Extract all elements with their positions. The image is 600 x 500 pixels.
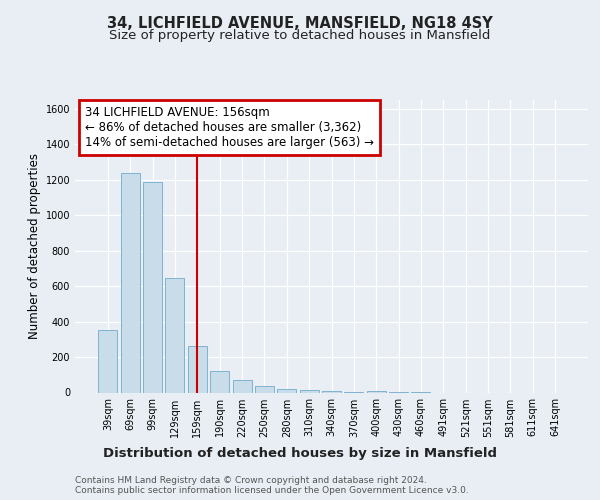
Text: 34, LICHFIELD AVENUE, MANSFIELD, NG18 4SY: 34, LICHFIELD AVENUE, MANSFIELD, NG18 4S…	[107, 16, 493, 31]
Text: Contains public sector information licensed under the Open Government Licence v3: Contains public sector information licen…	[75, 486, 469, 495]
Text: 34 LICHFIELD AVENUE: 156sqm
← 86% of detached houses are smaller (3,362)
14% of : 34 LICHFIELD AVENUE: 156sqm ← 86% of det…	[85, 106, 374, 149]
Bar	[233, 380, 251, 392]
Text: Size of property relative to detached houses in Mansfield: Size of property relative to detached ho…	[109, 28, 491, 42]
Bar	[322, 391, 341, 392]
Bar	[121, 172, 140, 392]
Bar	[166, 278, 184, 392]
Bar	[98, 330, 118, 392]
Bar	[367, 390, 386, 392]
Text: Contains HM Land Registry data © Crown copyright and database right 2024.: Contains HM Land Registry data © Crown c…	[75, 476, 427, 485]
Bar	[188, 346, 207, 393]
Bar	[299, 390, 319, 392]
Text: Distribution of detached houses by size in Mansfield: Distribution of detached houses by size …	[103, 448, 497, 460]
Bar	[210, 371, 229, 392]
Bar	[255, 386, 274, 392]
Bar	[143, 182, 162, 392]
Y-axis label: Number of detached properties: Number of detached properties	[28, 153, 41, 340]
Bar	[277, 388, 296, 392]
